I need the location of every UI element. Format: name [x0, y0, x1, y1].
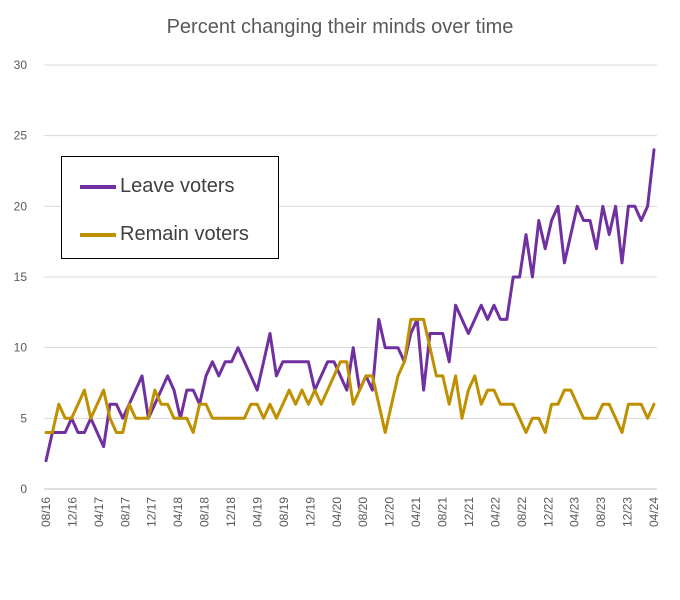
- y-tick-label: 30: [14, 58, 28, 72]
- y-axis-ticks: 0 5 10 15 20 25 30: [14, 58, 28, 496]
- x-tick-label: 12/21: [462, 497, 476, 527]
- x-tick-label: 12/18: [224, 497, 238, 527]
- y-tick-label: 5: [20, 411, 27, 425]
- x-tick-label: 08/20: [356, 497, 370, 527]
- x-tick-label: 08/19: [277, 497, 291, 527]
- y-tick-label: 0: [20, 482, 27, 496]
- x-axis-ticks: 08/16 12/16 04/17 08/17 12/17 04/18 08/18 12/18…: [39, 497, 661, 527]
- y-tick-label: 20: [14, 199, 28, 213]
- x-tick-label: 04/19: [250, 497, 264, 527]
- x-tick-label: 04/24: [647, 497, 661, 527]
- y-tick-label: 25: [14, 129, 28, 143]
- x-tick-label: 12/20: [383, 497, 397, 527]
- x-tick-label: 04/22: [488, 497, 502, 527]
- x-tick-label: 12/19: [303, 497, 317, 527]
- legend-swatch-remain: [80, 232, 116, 237]
- x-tick-label: 08/17: [118, 497, 132, 527]
- legend-swatch-leave: [80, 184, 116, 189]
- x-tick-label: 12/17: [145, 497, 159, 527]
- x-tick-label: 08/23: [594, 497, 608, 527]
- gridlines: [44, 64, 657, 490]
- x-tick-label: 04/17: [92, 497, 106, 527]
- x-tick-label: 08/22: [515, 497, 529, 527]
- x-tick-label: 12/23: [621, 497, 635, 527]
- legend-label-remain: Remain voters: [120, 223, 249, 245]
- x-tick-label: 12/16: [65, 497, 79, 527]
- x-tick-label: 04/23: [568, 497, 582, 527]
- y-tick-label: 15: [14, 270, 28, 284]
- x-tick-label: 08/21: [436, 497, 450, 527]
- x-tick-label: 08/16: [39, 497, 53, 527]
- x-tick-label: 12/22: [541, 497, 555, 527]
- legend-label-leave: Leave voters: [120, 175, 235, 197]
- x-tick-label: 04/21: [409, 497, 423, 527]
- legend-item-remain: Remain voters: [80, 223, 249, 246]
- x-tick-label: 04/20: [330, 497, 344, 527]
- chart-title: Percent changing their minds over time: [166, 16, 514, 38]
- x-tick-label: 08/18: [198, 497, 212, 527]
- series-line-remain-voters: [44, 317, 656, 434]
- series-line-leave-voters: [44, 148, 656, 463]
- series-lines: [44, 148, 656, 463]
- legend: Leave voters Remain voters: [61, 156, 279, 259]
- legend-item-leave: Leave voters: [80, 175, 235, 198]
- y-tick-label: 10: [14, 341, 28, 355]
- x-tick-label: 04/18: [171, 497, 185, 527]
